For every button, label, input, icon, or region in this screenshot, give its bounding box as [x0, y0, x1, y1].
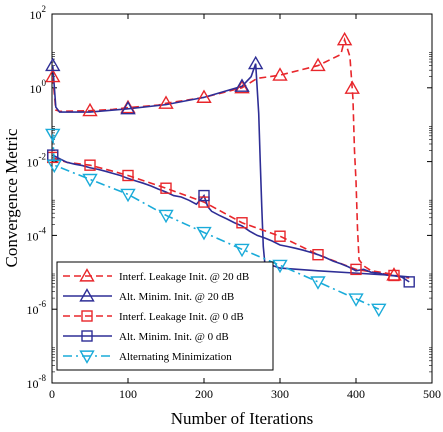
legend-label: Alternating Minimization	[119, 351, 232, 363]
data-point-marker	[45, 57, 61, 72]
series-layer	[52, 36, 410, 310]
data-point-marker	[247, 55, 264, 70]
data-point-marker	[274, 230, 286, 242]
data-point-marker	[196, 89, 212, 103]
legend-label: Alt. Minim. Init. @ 0 dB	[119, 331, 229, 343]
y-tick-label: 10-4	[27, 225, 47, 243]
data-point-marker	[234, 243, 250, 258]
data-point-marker	[46, 159, 62, 174]
y-axis-label: Convergence Metric	[2, 128, 21, 267]
data-point-marker	[45, 128, 61, 143]
data-point-marker	[310, 57, 326, 72]
data-point-marker	[388, 269, 400, 282]
data-point-marker	[158, 95, 174, 109]
legend-label: Interf. Leakage Init. @ 0 dB	[119, 311, 244, 323]
data-point-marker	[84, 159, 96, 171]
data-point-marker	[82, 102, 98, 117]
legend-label: Interf. Leakage Init. @ 20 dB	[119, 271, 249, 283]
x-tick-label: 100	[119, 387, 137, 401]
y-tick-label: 100	[30, 78, 47, 96]
series-line-5	[52, 134, 380, 310]
x-tick-label: 200	[195, 387, 213, 401]
data-point-marker	[272, 67, 288, 81]
legend-swatch-marker	[81, 310, 93, 322]
data-point-marker	[272, 259, 288, 274]
y-tick-label: 102	[30, 4, 47, 22]
data-point-marker	[234, 79, 250, 94]
x-tick-label: 500	[423, 387, 441, 401]
data-point-marker	[312, 248, 324, 261]
legend-swatch-marker	[79, 288, 95, 302]
y-tick-label: 10-2	[27, 152, 47, 170]
marker-layer	[45, 31, 415, 318]
legend-swatch-marker	[81, 330, 93, 342]
data-point-marker	[158, 209, 174, 224]
legend-swatch-marker	[79, 350, 95, 364]
data-point-marker	[350, 263, 362, 276]
data-point-marker	[120, 188, 136, 203]
y-axis: 10-8 10-6 10-4 10-2 100 102	[27, 4, 432, 391]
x-tick-label: 300	[271, 387, 289, 401]
series-line-4	[52, 154, 410, 283]
x-tick-label: 400	[347, 387, 365, 401]
data-point-marker	[371, 303, 387, 318]
data-point-marker	[236, 217, 248, 229]
x-axis: 0 100 200 300 400 500	[49, 14, 441, 401]
data-point-marker	[45, 68, 61, 83]
data-point-marker	[120, 100, 136, 115]
legend: Interf. Leakage Init. @ 20 dB Alt. Minim.…	[56, 261, 274, 371]
x-axis-label: Number of Iterations	[171, 409, 314, 428]
data-point-marker	[344, 80, 360, 94]
series-line-2	[52, 63, 410, 278]
data-point-marker	[122, 169, 134, 182]
legend-label: Alt. Minim. Init. @ 20 dB	[119, 291, 234, 303]
data-point-marker	[403, 276, 415, 288]
x-tick-label: 0	[49, 387, 55, 401]
data-point-marker	[336, 31, 353, 46]
data-point-marker	[82, 173, 98, 188]
y-tick-label: 10-6	[27, 299, 47, 317]
data-point-marker	[234, 78, 250, 92]
data-point-marker	[160, 182, 172, 194]
data-point-marker	[198, 189, 210, 202]
y-tick-label: 10-8	[27, 373, 47, 391]
data-point-marker	[198, 196, 210, 208]
data-point-marker	[310, 276, 326, 290]
data-point-marker	[348, 293, 364, 307]
data-point-marker	[196, 226, 212, 241]
legend-swatch-marker	[79, 268, 95, 282]
